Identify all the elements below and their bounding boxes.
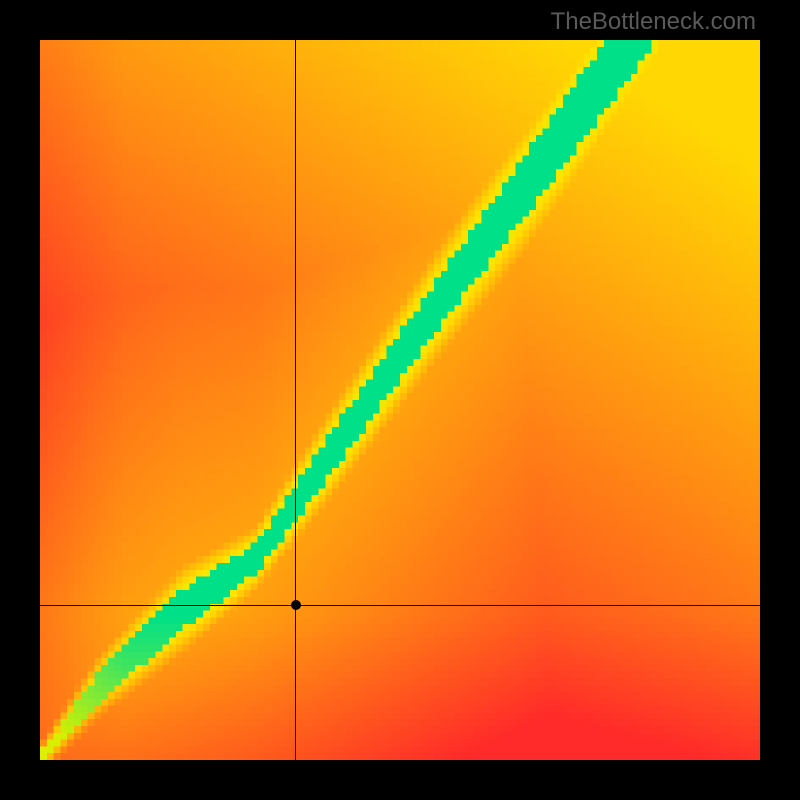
- crosshair-horizontal: [40, 605, 760, 606]
- crosshair-marker: [291, 600, 301, 610]
- bottleneck-heatmap: TheBottleneck.com: [0, 0, 800, 800]
- plot-area: [40, 40, 760, 760]
- heatmap-canvas: [40, 40, 760, 760]
- crosshair-vertical: [295, 40, 296, 760]
- watermark-label: TheBottleneck.com: [551, 8, 756, 36]
